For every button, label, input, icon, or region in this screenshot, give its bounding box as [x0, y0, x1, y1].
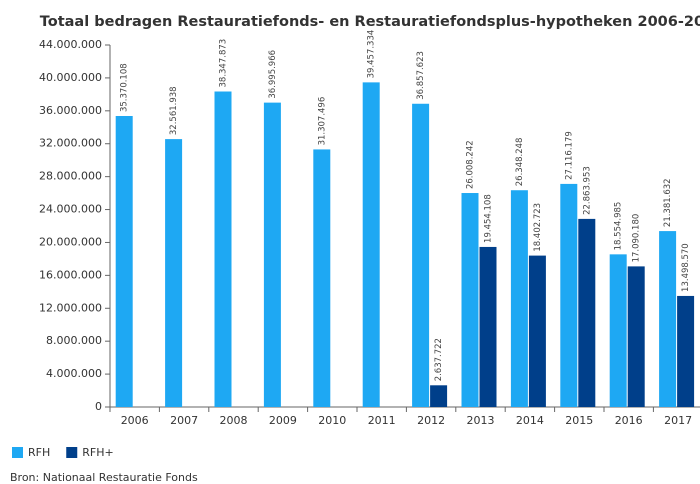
bar: [461, 193, 479, 407]
bar: [313, 149, 331, 408]
bar: [115, 116, 133, 407]
value-label: 26.008.242: [466, 140, 476, 189]
x-tick-label: 2017: [664, 414, 692, 427]
value-label: 13.498.570: [681, 243, 691, 292]
value-label: 36.857.623: [416, 51, 426, 100]
y-tick-label: 32.000.000: [39, 137, 102, 150]
value-label: 35.370.108: [120, 63, 130, 112]
value-label: 36.995.966: [268, 50, 278, 99]
x-tick-label: 2011: [368, 414, 396, 427]
bar: [609, 254, 627, 407]
y-tick-label: 44.000.000: [39, 38, 102, 51]
x-tick-label: 2010: [318, 414, 346, 427]
bar: [578, 218, 596, 407]
x-tick-label: 2015: [565, 414, 593, 427]
y-tick-label: 40.000.000: [39, 71, 102, 84]
x-tick-label: 2016: [615, 414, 643, 427]
y-tick-label: 36.000.000: [39, 104, 102, 117]
x-tick-label: 2008: [220, 414, 248, 427]
legend-label: RFH: [28, 446, 50, 459]
bar: [627, 266, 645, 407]
legend-swatch: [12, 447, 23, 458]
source: Bron: Nationaal Restauratie Fonds: [10, 471, 198, 484]
x-tick-label: 2012: [417, 414, 445, 427]
bar: [165, 139, 183, 407]
bar: [528, 255, 546, 407]
y-tick-label: 20.000.000: [39, 235, 102, 248]
bar: [263, 102, 281, 408]
x-tick-label: 2006: [121, 414, 149, 427]
bar: [214, 91, 232, 407]
x-tick-label: 2014: [516, 414, 544, 427]
value-label: 38.347.873: [219, 39, 229, 88]
bar: [430, 385, 448, 407]
legend-label: RFH+: [82, 446, 113, 459]
value-label: 31.307.496: [317, 97, 327, 146]
bar: [362, 82, 380, 407]
y-tick-label: 8.000.000: [46, 334, 102, 347]
y-tick-label: 24.000.000: [39, 203, 102, 216]
x-tick-label: 2013: [467, 414, 495, 427]
value-label: 21.381.632: [663, 178, 673, 227]
value-label: 19.454.108: [484, 194, 494, 243]
y-tick-label: 28.000.000: [39, 170, 102, 183]
value-label: 17.090.180: [632, 214, 642, 263]
y-tick-label: 16.000.000: [39, 268, 102, 281]
bar: [677, 295, 695, 407]
x-tick-label: 2007: [170, 414, 198, 427]
x-tick-label: 2009: [269, 414, 297, 427]
y-tick-label: 12.000.000: [39, 301, 102, 314]
y-tick-label: 0: [95, 400, 102, 413]
chart-title: Totaal bedragen Restauratiefonds- en Res…: [40, 14, 700, 30]
value-label: 26.348.248: [515, 138, 525, 187]
bar: [510, 190, 528, 407]
value-label: 32.561.938: [169, 86, 179, 135]
value-label: 22.863.953: [582, 166, 592, 215]
bar: [412, 103, 430, 408]
value-label: 18.554.985: [614, 202, 624, 251]
bar: [479, 246, 497, 407]
y-tick-label: 4.000.000: [46, 367, 102, 380]
bar: [560, 183, 578, 407]
value-label: 27.116.179: [564, 131, 574, 180]
value-label: 2.637.722: [434, 338, 444, 381]
bar: [659, 231, 677, 407]
legend-swatch: [66, 447, 78, 458]
value-label: 39.457.334: [367, 30, 377, 79]
value-label: 18.402.723: [533, 203, 543, 252]
